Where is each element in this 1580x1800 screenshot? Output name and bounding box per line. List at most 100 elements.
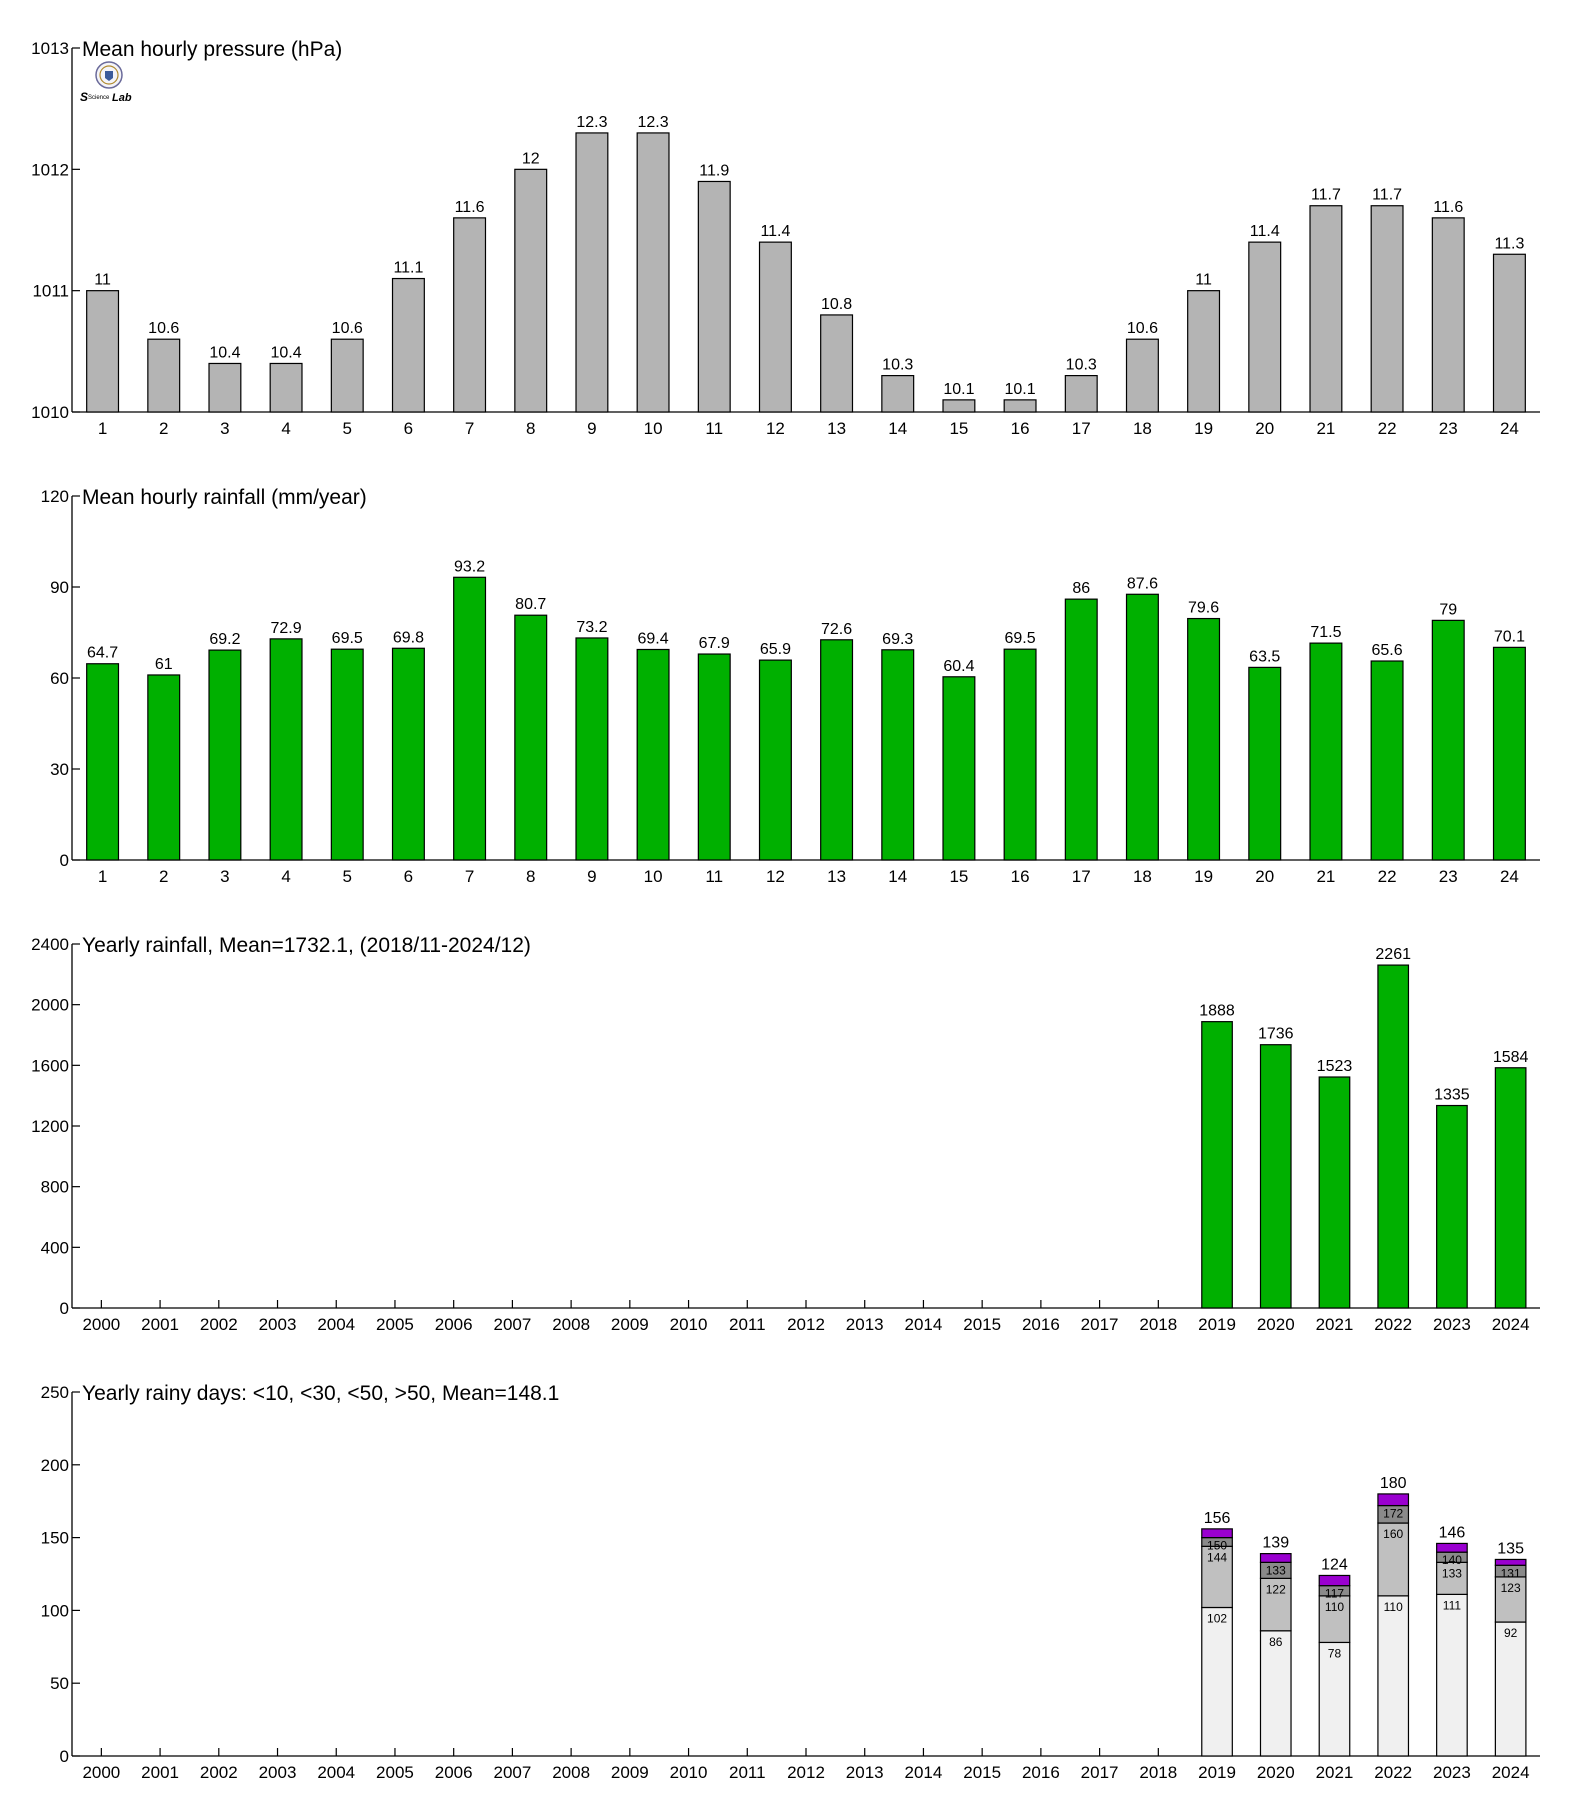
bar-value-label: 73.2 — [576, 619, 607, 636]
x-tick-label: 2005 — [376, 1763, 414, 1782]
x-tick-label: 16 — [1011, 419, 1030, 438]
bar — [758, 659, 792, 861]
x-tick-label: 13 — [827, 419, 846, 438]
y-tick-label: 1012 — [31, 160, 69, 179]
bar — [1377, 964, 1410, 1309]
x-tick-label: 2010 — [670, 1315, 708, 1334]
bar-value-label: 87.6 — [1127, 575, 1158, 592]
bar — [453, 576, 487, 861]
bar — [1187, 290, 1221, 413]
bar — [1431, 217, 1465, 413]
y-tick-label: 90 — [50, 578, 69, 597]
bar-value-label: 10.6 — [148, 320, 179, 337]
chart-title: Yearly rainfall, Mean=1732.1, (2018/11-2… — [82, 934, 531, 957]
bar — [1370, 205, 1404, 413]
bar-segment-lt10 — [1318, 1641, 1351, 1757]
svg-text:Science: Science — [88, 95, 110, 101]
bar-value-label: 61 — [155, 656, 173, 673]
bar-value-label: 70.1 — [1494, 628, 1525, 645]
bar-value-label: 10.1 — [943, 381, 974, 398]
bar-value-label: 10.3 — [1066, 357, 1097, 374]
bar — [1492, 253, 1526, 413]
bar-segment-lt10 — [1201, 1606, 1233, 1757]
segment-label-lt50: 131 — [1501, 1566, 1521, 1580]
bar-value-label: 79.6 — [1188, 600, 1219, 617]
x-tick-label: 2014 — [905, 1315, 943, 1334]
x-tick-label: 17 — [1072, 419, 1091, 438]
bar — [575, 637, 609, 861]
segment-label-lt30: 122 — [1266, 1582, 1286, 1596]
bar — [820, 314, 854, 413]
x-tick-label: 2020 — [1257, 1315, 1295, 1334]
bar-segment-gt50 — [1377, 1493, 1410, 1507]
y-tick-label: 60 — [50, 669, 69, 688]
bar-value-label: 12.3 — [638, 114, 669, 131]
y-tick-label: 1200 — [31, 1117, 69, 1136]
bar — [147, 674, 181, 861]
bar — [1125, 593, 1159, 861]
x-tick-label: 20 — [1255, 419, 1274, 438]
x-tick-label: 3 — [220, 867, 229, 886]
x-tick-label: 2014 — [905, 1763, 943, 1782]
y-tick-label: 1010 — [31, 403, 69, 422]
y-tick-label: 1600 — [31, 1056, 69, 1075]
x-tick-label: 2024 — [1492, 1315, 1530, 1334]
x-tick-label: 2007 — [493, 1315, 531, 1334]
x-tick-label: 2023 — [1433, 1763, 1471, 1782]
bar-value-label: 11.4 — [760, 223, 790, 240]
y-tick-label: 200 — [41, 1456, 69, 1475]
x-tick-label: 2013 — [846, 1315, 884, 1334]
y-tick-label: 0 — [60, 851, 69, 870]
bar-segment-lt10 — [1377, 1595, 1410, 1757]
y-tick-label: 2400 — [31, 935, 69, 954]
bar-value-label: 72.9 — [271, 620, 302, 637]
x-tick-label: 14 — [888, 867, 907, 886]
bar — [453, 217, 487, 413]
bar — [208, 362, 242, 413]
bar — [86, 290, 120, 413]
bar-value-label: 86 — [1072, 580, 1090, 597]
x-tick-label: 2003 — [259, 1315, 297, 1334]
bar — [1370, 660, 1404, 861]
bar-segment-lt30 — [1259, 1577, 1292, 1632]
segment-label-lt30: 123 — [1501, 1581, 1521, 1595]
bar-value-label: 1523 — [1317, 1058, 1353, 1075]
pressure-chart: Mean hourly pressure (hPa)10101011101210… — [31, 38, 1540, 438]
bar-segment-lt30 — [1318, 1595, 1351, 1644]
bar — [1436, 1104, 1468, 1309]
x-tick-label: 2003 — [259, 1763, 297, 1782]
x-tick-label: 23 — [1439, 419, 1458, 438]
x-tick-label: 2006 — [435, 1315, 473, 1334]
bar-value-label: 72.6 — [821, 621, 852, 638]
x-tick-label: 2002 — [200, 1763, 238, 1782]
bar — [1064, 598, 1098, 861]
bar-value-label: 69.4 — [638, 630, 669, 647]
segment-label-lt50: 117 — [1325, 1587, 1344, 1601]
bar-value-label: 10.1 — [1005, 381, 1036, 398]
x-tick-label: 10 — [644, 419, 663, 438]
x-tick-label: 2021 — [1316, 1763, 1354, 1782]
bar — [330, 648, 364, 861]
segment-label-lt10: 102 — [1207, 1611, 1227, 1625]
bar-value-label: 11.7 — [1311, 187, 1341, 204]
x-tick-label: 2021 — [1316, 1315, 1354, 1334]
x-tick-label: 5 — [343, 419, 352, 438]
bar-value-label: 10.8 — [821, 296, 852, 313]
bar — [1064, 375, 1098, 413]
x-tick-label: 2001 — [141, 1315, 179, 1334]
bar-value-label: 2261 — [1375, 946, 1411, 963]
x-tick-label: 7 — [465, 419, 474, 438]
bar-total-label: 156 — [1204, 1510, 1231, 1527]
x-tick-label: 4 — [281, 419, 290, 438]
rainy-days-chart: Yearly rainy days: <10, <30, <50, >50, M… — [41, 1382, 1540, 1782]
y-tick-label: 120 — [41, 487, 69, 506]
bar — [1259, 1044, 1292, 1309]
bar — [330, 338, 364, 413]
x-tick-label: 2019 — [1198, 1315, 1236, 1334]
bar-segment-gt50 — [1494, 1558, 1527, 1566]
bar-value-label: 11.7 — [1372, 187, 1402, 204]
svg-text:S: S — [80, 90, 88, 104]
bar — [1309, 205, 1343, 413]
bar — [514, 614, 548, 861]
x-tick-label: 20 — [1255, 867, 1274, 886]
